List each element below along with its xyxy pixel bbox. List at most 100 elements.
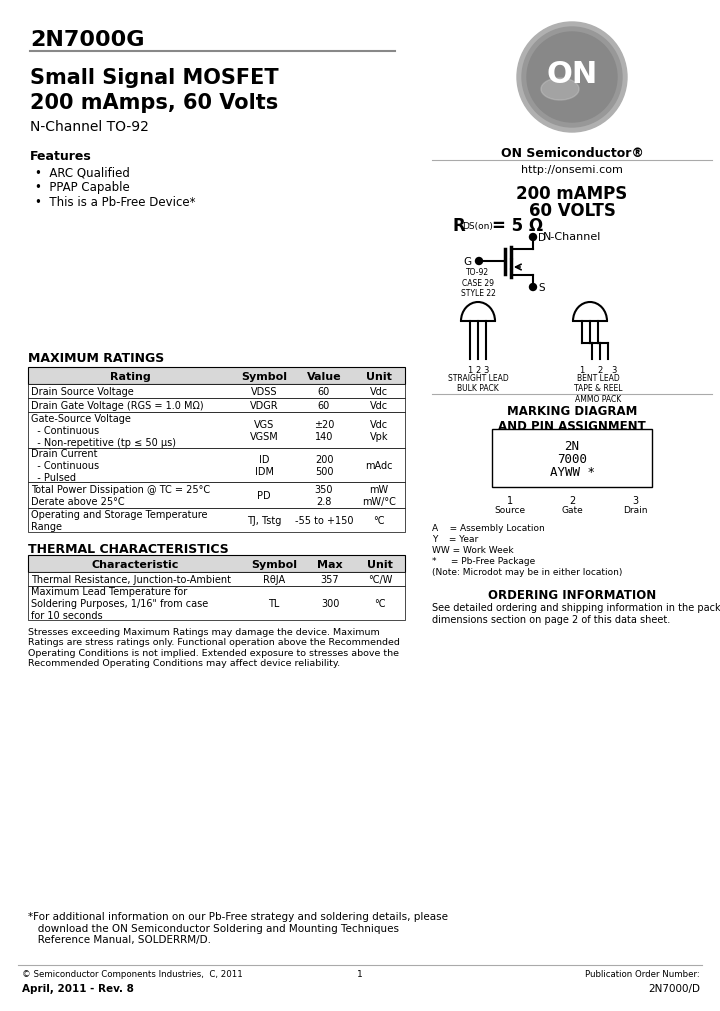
Text: Source: Source	[495, 506, 526, 515]
Text: TJ, Tstg: TJ, Tstg	[247, 516, 282, 526]
Text: 3: 3	[632, 495, 638, 506]
FancyBboxPatch shape	[28, 482, 405, 509]
Text: http://onsemi.com: http://onsemi.com	[521, 165, 623, 175]
Text: N-Channel TO-92: N-Channel TO-92	[30, 120, 149, 133]
FancyBboxPatch shape	[28, 449, 405, 482]
Text: Drain Source Voltage: Drain Source Voltage	[31, 386, 134, 396]
Text: 2N: 2N	[564, 440, 580, 453]
Text: 2: 2	[475, 366, 481, 375]
Text: TO-92
CASE 29
STYLE 22: TO-92 CASE 29 STYLE 22	[461, 268, 495, 297]
Text: VDSS: VDSS	[251, 386, 277, 396]
Circle shape	[522, 28, 622, 127]
Text: Gate: Gate	[561, 506, 583, 515]
Text: ID
IDM: ID IDM	[254, 455, 274, 476]
Text: Value: Value	[307, 371, 341, 381]
Text: 60: 60	[318, 386, 330, 396]
FancyBboxPatch shape	[28, 555, 405, 572]
Text: Stresses exceeding Maximum Ratings may damage the device. Maximum
Ratings are st: Stresses exceeding Maximum Ratings may d…	[28, 628, 400, 667]
FancyBboxPatch shape	[492, 430, 652, 487]
FancyBboxPatch shape	[28, 398, 405, 412]
Text: Y    = Year: Y = Year	[432, 535, 478, 544]
Circle shape	[517, 23, 627, 132]
Text: STRAIGHT LEAD
BULK PACK: STRAIGHT LEAD BULK PACK	[448, 374, 508, 393]
FancyBboxPatch shape	[28, 384, 405, 398]
Circle shape	[529, 284, 536, 291]
Text: D: D	[538, 233, 546, 243]
Text: 200 mAMPS: 200 mAMPS	[516, 185, 628, 203]
FancyBboxPatch shape	[28, 509, 405, 533]
Text: Features: Features	[30, 150, 91, 163]
Text: Drain: Drain	[623, 506, 647, 515]
Text: Rating: Rating	[110, 371, 151, 381]
Text: MAXIMUM RATINGS: MAXIMUM RATINGS	[28, 352, 164, 365]
Text: = 5 Ω: = 5 Ω	[492, 216, 543, 235]
Text: 300: 300	[321, 599, 339, 609]
Text: PD: PD	[257, 490, 271, 500]
Text: 200 mAmps, 60 Volts: 200 mAmps, 60 Volts	[30, 93, 278, 113]
Text: VGS
VGSM: VGS VGSM	[250, 420, 279, 442]
Text: Drain Gate Voltage (RGS = 1.0 MΩ): Drain Gate Voltage (RGS = 1.0 MΩ)	[31, 400, 204, 410]
Text: Maximum Lead Temperature for
Soldering Purposes, 1/16" from case
for 10 seconds: Maximum Lead Temperature for Soldering P…	[31, 586, 208, 620]
Text: Vdc: Vdc	[370, 386, 388, 396]
Circle shape	[475, 258, 482, 265]
Text: A    = Assembly Location: A = Assembly Location	[432, 524, 545, 533]
Text: •  PPAP Capable: • PPAP Capable	[35, 181, 130, 194]
Text: •  This is a Pb-Free Device*: • This is a Pb-Free Device*	[35, 196, 196, 209]
Text: R: R	[452, 216, 464, 235]
Text: 2: 2	[598, 366, 603, 375]
Text: (Note: Microdot may be in either location): (Note: Microdot may be in either locatio…	[432, 567, 622, 576]
Text: Drain Current
  - Continuous
  - Pulsed: Drain Current - Continuous - Pulsed	[31, 449, 99, 482]
Text: 2N7000/D: 2N7000/D	[648, 983, 700, 993]
Text: DS(on): DS(on)	[462, 221, 493, 231]
Text: ±20
140: ±20 140	[314, 420, 334, 442]
Text: Unit: Unit	[367, 559, 393, 569]
Text: -55 to +150: -55 to +150	[294, 516, 354, 526]
Text: S: S	[538, 283, 544, 293]
Text: ORDERING INFORMATION: ORDERING INFORMATION	[488, 588, 656, 602]
Text: Total Power Dissipation @ TC = 25°C
Derate above 25°C: Total Power Dissipation @ TC = 25°C Dera…	[31, 484, 210, 507]
Text: 350
2.8: 350 2.8	[315, 484, 333, 507]
Text: 3: 3	[483, 366, 489, 375]
Text: Unit: Unit	[366, 371, 392, 381]
Text: ON: ON	[546, 60, 598, 88]
Text: April, 2011 - Rev. 8: April, 2011 - Rev. 8	[22, 983, 134, 993]
Text: RθJA: RθJA	[263, 574, 285, 584]
Text: °C: °C	[373, 516, 384, 526]
Text: See detailed ordering and shipping information in the package
dimensions section: See detailed ordering and shipping infor…	[432, 603, 720, 624]
Text: 1: 1	[357, 969, 363, 978]
Text: AYWW *: AYWW *	[549, 465, 595, 478]
Text: Max: Max	[318, 559, 343, 569]
Text: 7000: 7000	[557, 453, 587, 465]
Text: mAdc: mAdc	[365, 461, 392, 470]
Text: Gate-Source Voltage
  - Continuous
  - Non-repetitive (tp ≤ 50 μs): Gate-Source Voltage - Continuous - Non-r…	[31, 413, 176, 447]
Text: 1: 1	[507, 495, 513, 506]
FancyBboxPatch shape	[28, 412, 405, 449]
Text: G: G	[464, 257, 472, 267]
Text: 60 VOLTS: 60 VOLTS	[528, 202, 616, 219]
Text: Publication Order Number:: Publication Order Number:	[585, 969, 700, 978]
Text: 2: 2	[569, 495, 575, 506]
Text: 1: 1	[467, 366, 472, 375]
Text: 3: 3	[611, 366, 617, 375]
Text: 357: 357	[320, 574, 339, 584]
Text: 60: 60	[318, 400, 330, 410]
Text: 2N7000G: 2N7000G	[30, 30, 145, 50]
Text: TL: TL	[269, 599, 279, 609]
Text: MARKING DIAGRAM
AND PIN ASSIGNMENT: MARKING DIAGRAM AND PIN ASSIGNMENT	[498, 404, 646, 433]
Text: 1: 1	[580, 366, 585, 375]
FancyBboxPatch shape	[28, 572, 405, 586]
Text: Small Signal MOSFET: Small Signal MOSFET	[30, 68, 279, 88]
Text: Thermal Resistance, Junction-to-Ambient: Thermal Resistance, Junction-to-Ambient	[31, 574, 231, 584]
Text: © Semiconductor Components Industries,  C, 2011: © Semiconductor Components Industries, C…	[22, 969, 243, 978]
Ellipse shape	[541, 79, 579, 101]
Text: Characteristic: Characteristic	[92, 559, 179, 569]
Text: WW = Work Week: WW = Work Week	[432, 546, 513, 554]
Text: ON Semiconductor®: ON Semiconductor®	[500, 147, 644, 160]
Circle shape	[529, 235, 536, 242]
Text: Operating and Storage Temperature
Range: Operating and Storage Temperature Range	[31, 510, 207, 531]
Text: BENT LEAD
TAPE & REEL
AMMO PACK: BENT LEAD TAPE & REEL AMMO PACK	[574, 374, 622, 403]
Text: VDGR: VDGR	[250, 400, 279, 410]
Text: Symbol: Symbol	[251, 559, 297, 569]
Circle shape	[527, 33, 617, 123]
Text: *     = Pb-Free Package: * = Pb-Free Package	[432, 556, 535, 565]
